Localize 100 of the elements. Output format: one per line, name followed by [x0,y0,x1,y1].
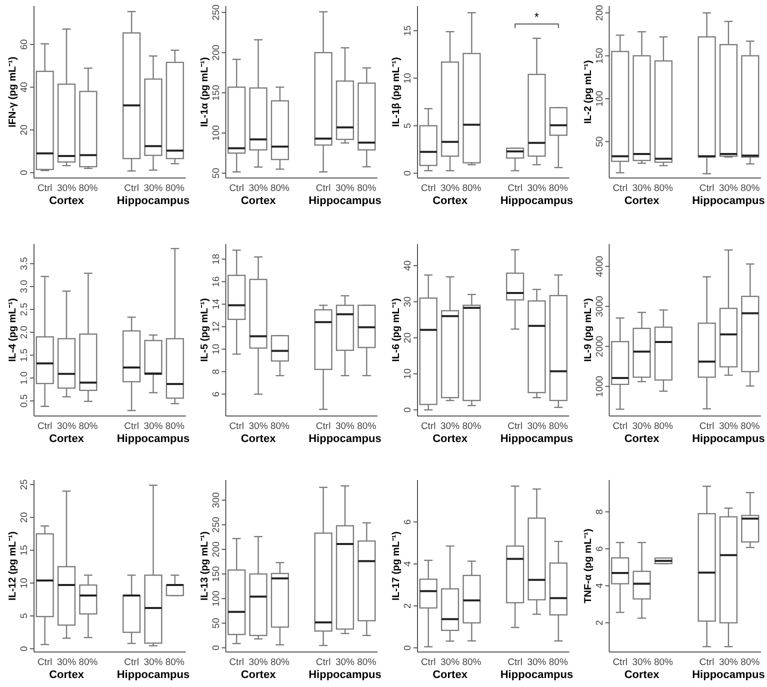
y-tick-label: 250 [210,516,222,533]
y-tick-label: 4000 [594,256,606,277]
y-tick-label: 50 [210,168,222,178]
y-tick-label: 2.0 [19,326,30,339]
x-tick-label: Ctrl [229,183,244,194]
x-tick-label: 80% [654,183,674,194]
text: Hippocampus [500,195,574,207]
y-tick-label: 20 [402,332,414,344]
x-tick-label: Ctrl [699,183,714,194]
x-tick-label: 80% [165,657,185,668]
x-tick-label: 80% [78,421,98,432]
y-tick-label: 10 [402,368,414,380]
y-tick-label: 15 [402,25,414,36]
y-tick-label: 16 [210,276,222,287]
x-tick-label: 30% [632,421,652,432]
y-axis-title: IL-17 (pg mL⁻¹) [391,531,402,601]
y-axis-title: TNF-α (pg mL⁻¹) [582,528,594,604]
y-tick-label: 0 [210,645,222,650]
x-tick-label: Ctrl [229,657,244,668]
text: Hippocampus [308,433,382,445]
x-tick-label: 30% [57,421,77,432]
x-tick-label: Ctrl [316,657,331,668]
x-tick-label: Ctrl [229,421,244,432]
x-tick-label: 30% [718,421,739,432]
text: Cortex [624,195,660,207]
x-tick-label: 80% [548,421,568,432]
text: Cortex [240,433,277,445]
y-tick-label: 30 [402,296,414,307]
annotation: * [534,10,540,24]
y-tick-label: 5 [402,123,414,128]
y-tick-label: 1.0 [19,371,30,385]
x-tick-label: Ctrl [37,657,52,668]
x-tick-label: 30% [57,657,77,668]
x-tick-label: 30% [440,657,460,668]
x-tick-label: Ctrl [699,657,714,668]
text: Hippocampus [116,669,190,681]
x-tick-label: 30% [248,657,268,668]
text: Cortex [49,669,85,681]
x-tick-label: 30% [335,657,356,668]
y-tick-label: 3.0 [19,280,30,294]
x-tick-label: Ctrl [508,183,522,194]
y-tick-label: 5 [19,613,30,619]
y-tick-label: 100 [210,125,222,141]
y-tick-label: 200 [594,4,606,21]
x-tick-label: 80% [357,657,377,668]
y-axis-title: IL-1β (pg mL⁻¹) [391,57,402,127]
x-tick-label: Ctrl [316,183,331,194]
text: Hippocampus [692,433,765,445]
x-tick-label: 80% [462,421,482,432]
y-tick-label: 12 [210,321,222,332]
y-tick-label: 1000 [594,376,606,397]
x-tick-label: 30% [718,657,739,668]
y-tick-label: 1.5 [19,348,30,362]
y-tick-label: 4 [594,583,606,588]
x-tick-label: 80% [357,421,377,432]
x-tick-label: Ctrl [420,657,436,668]
y-tick-label: 20 [19,124,30,136]
y-tick-label: 60 [19,39,30,50]
text: Cortex [49,433,85,445]
x-tick-label: Ctrl [612,421,628,432]
x-tick-label: 80% [462,657,482,668]
x-tick-label: 80% [462,183,482,194]
y-tick-label: 2 [594,620,606,626]
y-tick-label: 6 [402,519,414,525]
x-tick-label: 30% [440,183,460,194]
y-tick-label: 3.5 [19,257,30,270]
x-tick-label: Ctrl [508,657,522,668]
y-axis-title: IL-5 (pg mL⁻¹) [199,298,210,362]
y-tick-label: 300 [210,492,222,508]
y-tick-label: 50 [594,136,606,147]
y-tick-label: 10 [19,578,30,588]
x-tick-label: Ctrl [124,657,139,668]
x-tick-label: 80% [740,183,760,194]
x-tick-label: 30% [248,421,268,432]
y-axis-title: IL-6 (pg mL⁻¹) [391,298,402,362]
text: Hippocampus [500,669,574,681]
y-tick-label: 0.5 [19,394,30,408]
x-tick-label: 30% [632,183,652,194]
y-tick-label: 14 [210,298,222,310]
text: Hippocampus [308,669,382,681]
x-tick-label: 80% [548,183,568,194]
x-tick-label: 80% [740,421,760,432]
x-tick-label: Ctrl [420,183,436,194]
y-axis-title: IL-2 (pg mL⁻¹) [582,60,594,124]
y-tick-label: 0 [19,170,30,176]
y-tick-label: 8 [210,369,222,374]
y-tick-label: 25 [19,479,30,490]
y-tick-label: 2.5 [19,302,30,316]
y-tick-label: 2 [402,603,414,608]
y-tick-label: 20 [19,512,30,523]
x-tick-label: Ctrl [124,183,139,194]
x-tick-label: Ctrl [420,421,436,432]
x-tick-label: Ctrl [37,183,52,194]
y-tick-label: 250 [210,4,222,20]
x-tick-label: 80% [165,183,185,194]
x-tick-label: 80% [654,657,674,668]
text: Cortex [240,669,277,681]
text: Cortex [240,195,277,207]
x-tick-label: 30% [335,183,356,194]
y-axis-title: IFN-γ (pg mL⁻¹) [8,56,18,128]
